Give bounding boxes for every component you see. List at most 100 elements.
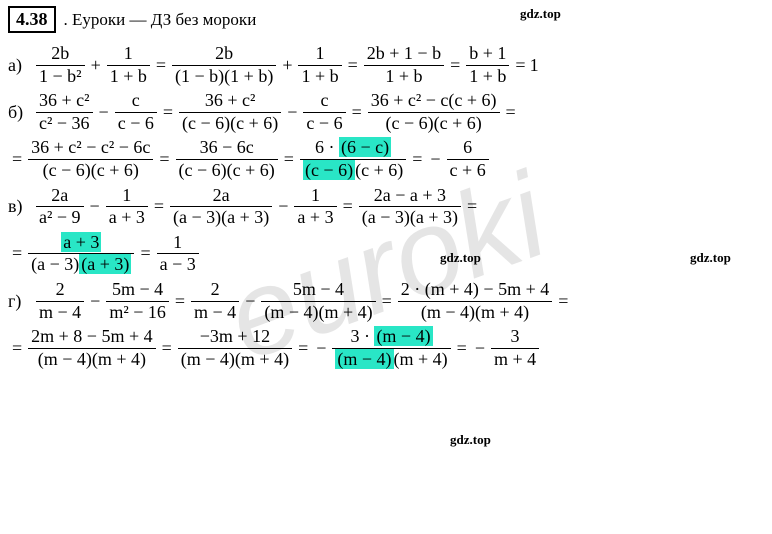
- op-minus: −: [278, 196, 288, 217]
- frac: 2b(1 − b)(1 + b): [172, 43, 276, 87]
- op-eq: =: [457, 338, 467, 359]
- label-d: г): [8, 291, 28, 312]
- num: 2: [53, 279, 68, 301]
- num: 2a: [210, 185, 233, 207]
- den: a − 3: [157, 254, 199, 276]
- op-eq: =: [412, 149, 422, 170]
- hl-txt: (6 − c): [339, 137, 391, 157]
- frac: 2b + 1 − b1 + b: [364, 43, 444, 87]
- op-minus: −: [90, 196, 100, 217]
- label-c: в): [8, 196, 28, 217]
- num: 36 + c²: [202, 90, 259, 112]
- num: 6: [460, 137, 475, 159]
- num: 2a: [48, 185, 71, 207]
- hl-txt: a + 3: [61, 232, 101, 252]
- num: 1: [170, 232, 185, 254]
- op-eq: =: [12, 338, 22, 359]
- num: 3 · (m − 4): [347, 326, 435, 348]
- frac: 1a + 3: [106, 185, 148, 229]
- hl-txt: (c − 6): [303, 160, 355, 180]
- label-a: а): [8, 55, 28, 76]
- txt: 6 ·: [315, 137, 339, 157]
- den: (a − 3)(a + 3): [170, 207, 272, 229]
- den: (m − 4)(m + 4): [35, 349, 149, 371]
- op-neg: −: [316, 338, 326, 359]
- den: m² − 16: [106, 302, 169, 324]
- frac: 2aa² − 9: [36, 185, 84, 229]
- num: 2a − a + 3: [371, 185, 449, 207]
- frac: 36 + c² − c(c + 6)(c − 6)(c + 6): [368, 90, 500, 134]
- den: (a − 3)(a + 3): [359, 207, 461, 229]
- num: 6 · (6 − c): [312, 137, 394, 159]
- frac: 1a + 3: [294, 185, 336, 229]
- op-plus: +: [282, 55, 292, 76]
- op-eq: =: [12, 149, 22, 170]
- op-minus: −: [90, 291, 100, 312]
- num: 2: [208, 279, 223, 301]
- frac: 2 · (m + 4) − 5m + 4(m − 4)(m + 4): [398, 279, 552, 323]
- op-neg: −: [430, 149, 440, 170]
- op-minus: −: [245, 291, 255, 312]
- op-eq: =: [467, 196, 477, 217]
- hl-txt: (m − 4): [335, 349, 393, 369]
- den: 1 + b: [107, 66, 150, 88]
- den: (1 − b)(1 + b): [172, 66, 276, 88]
- num: 2m + 8 − 5m + 4: [28, 326, 155, 348]
- den: m − 4: [36, 302, 84, 324]
- den: c − 6: [303, 113, 345, 135]
- den: (c − 6)(c + 6): [179, 113, 281, 135]
- den: a + 3: [106, 207, 148, 229]
- txt: (a − 3): [31, 254, 79, 274]
- den: (m − 4)(m + 4): [178, 349, 292, 371]
- num: −3m + 12: [197, 326, 273, 348]
- op-eq: =: [159, 149, 169, 170]
- num: a + 3: [58, 232, 104, 254]
- op-eq: =: [343, 196, 353, 217]
- num: 5m − 4: [109, 279, 166, 301]
- frac: 6c + 6: [447, 137, 489, 181]
- op-eq: =: [140, 243, 150, 264]
- header-text: . Еуроки — ДЗ без мороки: [64, 10, 257, 30]
- frac: 2m − 4: [191, 279, 239, 323]
- den: (m − 4)(m + 4): [261, 302, 375, 324]
- num: 1: [308, 185, 323, 207]
- num: c: [129, 90, 143, 112]
- watermark-small-1: gdz.top: [520, 6, 561, 22]
- den: (c − 6)(c + 6): [176, 160, 278, 182]
- frac: 36 − 6c(c − 6)(c + 6): [176, 137, 278, 181]
- den: m + 4: [491, 349, 539, 371]
- num: 2 · (m + 4) − 5m + 4: [398, 279, 552, 301]
- frac: 3 · (m − 4) (m − 4)(m + 4): [332, 326, 450, 370]
- num: 1: [119, 185, 134, 207]
- den: c² − 36: [36, 113, 93, 135]
- op-eq: =: [558, 291, 568, 312]
- num: 1: [313, 43, 328, 65]
- den: 1 + b: [382, 66, 425, 88]
- problem-number-box: 4.38: [8, 6, 56, 33]
- content-area: 4.38 . Еуроки — ДЗ без мороки а) 2b 1 − b…: [8, 6, 764, 370]
- den: 1 + b: [466, 66, 509, 88]
- op-eq: =: [450, 55, 460, 76]
- frac: 6 · (6 − c) (c − 6)(c + 6): [300, 137, 406, 181]
- op-minus: −: [287, 102, 297, 123]
- frac: cc − 6: [115, 90, 157, 134]
- op-eq: =: [12, 243, 22, 264]
- den: c − 6: [115, 113, 157, 135]
- hl-txt: (m − 4): [374, 326, 432, 346]
- op-eq: =: [506, 102, 516, 123]
- txt: (m + 4): [394, 349, 448, 369]
- watermark-small-2: gdz.top: [440, 250, 481, 266]
- den: m − 4: [191, 302, 239, 324]
- frac: b + 11 + b: [466, 43, 509, 87]
- den: (c − 6)(c + 6): [40, 160, 142, 182]
- num: 2b: [48, 43, 72, 65]
- label-b: б): [8, 102, 28, 123]
- equation-a: а) 2b1 − b² + 11 + b = 2b(1 − b)(1 + b) …: [8, 43, 764, 87]
- den: a + 3: [294, 207, 336, 229]
- frac: 2a(a − 3)(a + 3): [170, 185, 272, 229]
- frac: a + 3 (a − 3)(a + 3): [28, 232, 134, 276]
- num: 36 + c²: [36, 90, 93, 112]
- frac: 11 + b: [298, 43, 341, 87]
- op-eq: =: [352, 102, 362, 123]
- num: 2b: [212, 43, 236, 65]
